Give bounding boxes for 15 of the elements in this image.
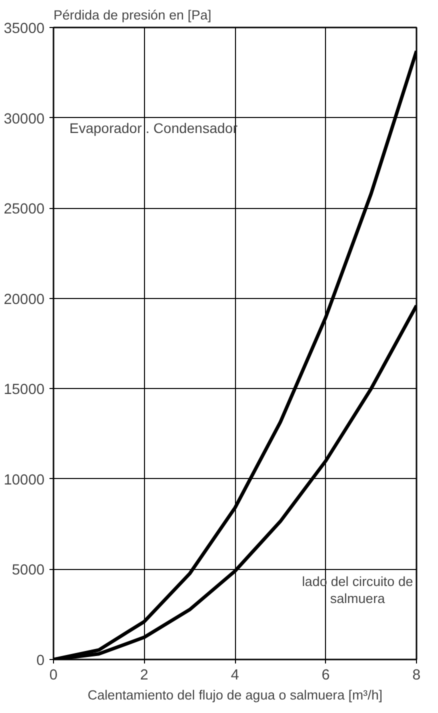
x-tick-label: 4 xyxy=(230,668,240,684)
x-axis-title: Calentamiento del flujo de agua o salmuera [m³/h] xyxy=(88,688,382,702)
y-tick-label: 20000 xyxy=(4,292,45,308)
y-tick-label: 0 xyxy=(36,653,45,669)
x-tick-label: 0 xyxy=(49,668,58,684)
y-tick-label: 30000 xyxy=(4,111,45,128)
y-axis-title: Pérdida de presión en [Pa] xyxy=(54,8,212,22)
y-tick-label: 35000 xyxy=(4,21,45,37)
y-tick-label: 10000 xyxy=(4,472,45,488)
y-tick-label: 25000 xyxy=(4,202,45,218)
x-tick-label: 2 xyxy=(140,668,148,684)
x-tick-label: 8 xyxy=(412,668,421,684)
y-tick-label: 5000 xyxy=(12,562,45,579)
y-tick-label: 15000 xyxy=(4,382,45,398)
x-tick-label: 6 xyxy=(322,668,330,684)
